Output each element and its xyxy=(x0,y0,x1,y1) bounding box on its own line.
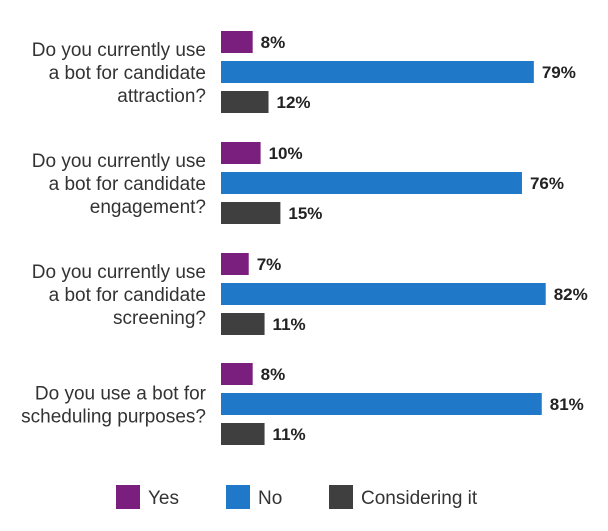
category-label-line: a bot for candidate xyxy=(49,285,206,306)
category-label-line: Do you currently use xyxy=(32,40,206,61)
bar-yes xyxy=(221,142,261,164)
category-label: Do you currently use a bot for candidate s… xyxy=(32,262,206,329)
data-label: 12% xyxy=(277,93,311,112)
data-label: 7% xyxy=(257,255,282,274)
data-label: 8% xyxy=(261,365,286,384)
data-label: 81% xyxy=(550,395,584,414)
legend: Yes No Considering it xyxy=(116,485,478,509)
legend-swatch xyxy=(226,485,250,509)
category-label-line: Do you currently use xyxy=(32,151,206,172)
data-label: 11% xyxy=(273,315,306,334)
bar-no xyxy=(221,61,534,83)
bar-considering-it xyxy=(221,202,281,224)
bar-yes xyxy=(221,363,253,385)
bar-considering-it xyxy=(221,91,269,113)
legend-label: Considering it xyxy=(361,488,478,509)
category-labels: Do you currently use a bot for candidate a… xyxy=(21,40,207,428)
bar-yes xyxy=(221,253,249,275)
legend-swatch xyxy=(116,485,140,509)
data-label: 11% xyxy=(273,425,306,444)
data-label: 8% xyxy=(261,33,286,52)
bar-considering-it xyxy=(221,423,265,445)
bar-no xyxy=(221,283,546,305)
legend-swatch xyxy=(329,485,353,509)
bar-no xyxy=(221,393,542,415)
category-label: Do you currently use a bot for candidate a… xyxy=(32,40,206,107)
category-label-line: attraction? xyxy=(117,86,206,107)
data-label: 82% xyxy=(554,285,588,304)
category-label: Do you currently use a bot for candidate e… xyxy=(32,151,206,218)
legend-label: Yes xyxy=(148,488,179,509)
category-label-line: scheduling purposes? xyxy=(21,407,206,428)
category-label-line: a bot for candidate xyxy=(49,174,206,195)
category-label-line: Do you currently use xyxy=(32,262,206,283)
data-label: 15% xyxy=(288,204,322,223)
data-label: 76% xyxy=(530,174,564,193)
category-label-line: screening? xyxy=(113,308,206,329)
category-label-line: a bot for candidate xyxy=(49,63,206,84)
bar-considering-it xyxy=(221,313,265,335)
data-label: 10% xyxy=(269,144,303,163)
value-labels: 8% 79% 12% 10% 76% 15% 7% 82% 11% 8% 81% 11% xyxy=(257,33,588,444)
category-label-line: engagement? xyxy=(90,197,206,218)
data-label: 79% xyxy=(542,63,576,82)
category-label-line: Do you use a bot for xyxy=(35,384,207,405)
legend-label: No xyxy=(258,488,282,509)
category-label: Do you use a bot for scheduling purposes? xyxy=(21,384,207,428)
bars xyxy=(221,31,546,445)
bar-no xyxy=(221,172,522,194)
bar-yes xyxy=(221,31,253,53)
